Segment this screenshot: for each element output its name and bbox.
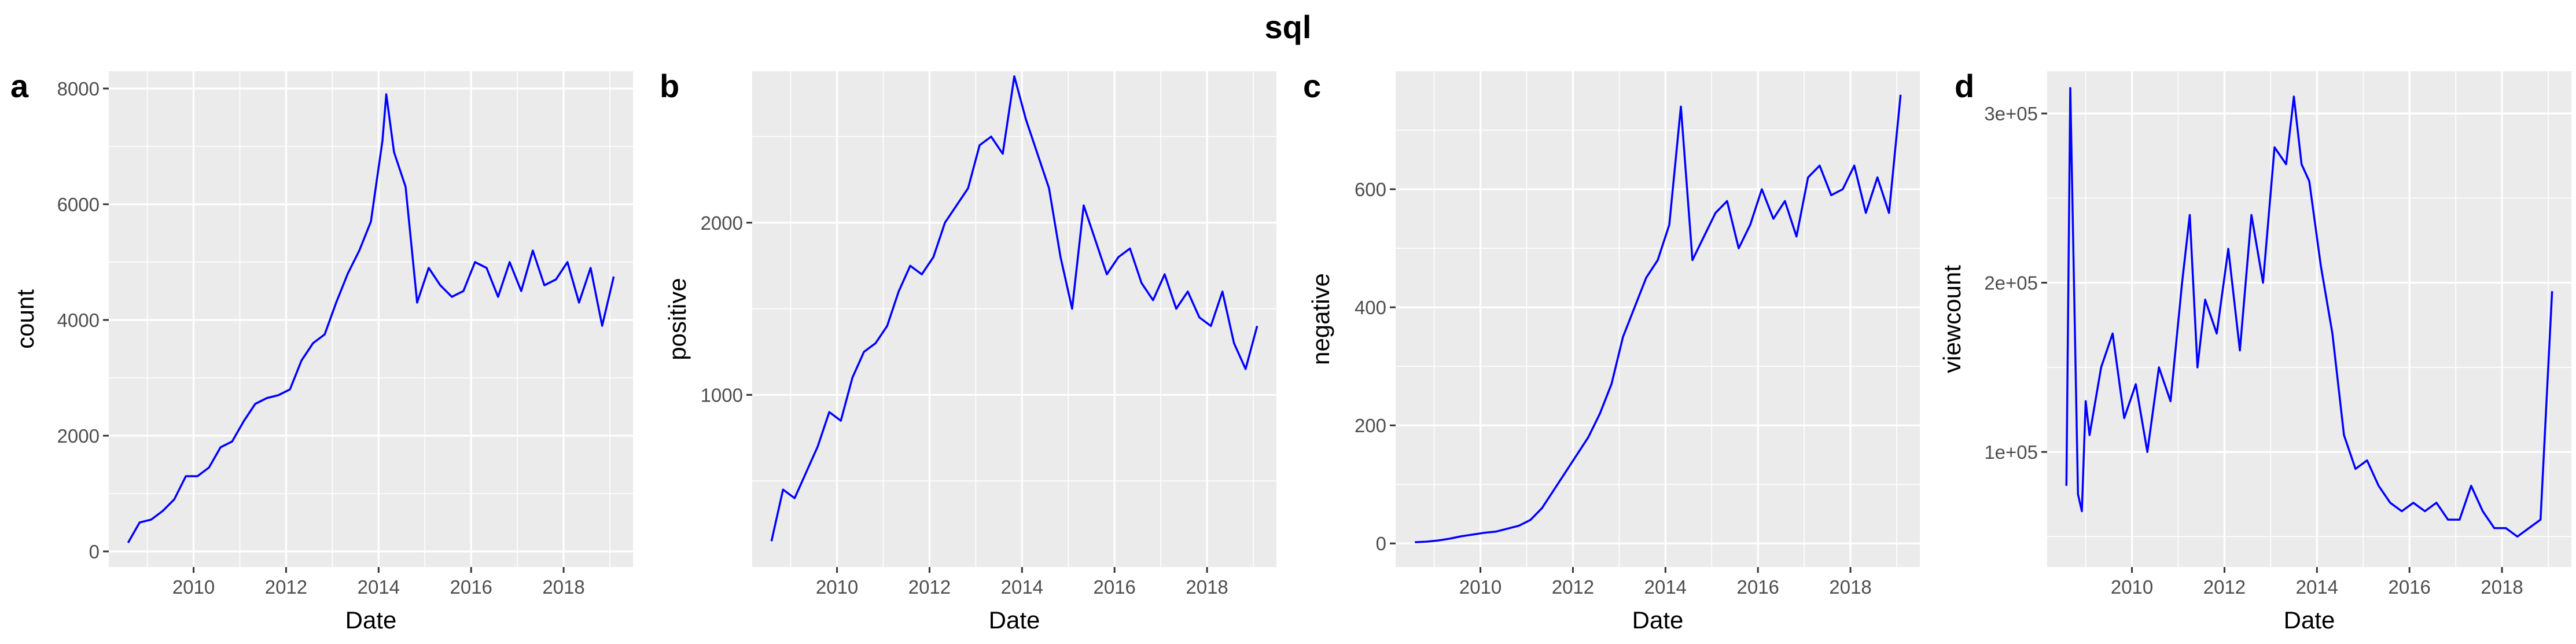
x-tick-label: 2018 bbox=[1829, 576, 1871, 598]
series-line bbox=[770, 75, 1258, 542]
panel-tag-d: d bbox=[1955, 68, 1974, 104]
x-axis-title: Date bbox=[1632, 606, 1684, 634]
series-line bbox=[2065, 87, 2553, 538]
y-tick-label: 200 bbox=[1355, 415, 1386, 436]
y-axis-title: positive bbox=[664, 278, 691, 360]
y-tick-label: 2e+05 bbox=[1984, 273, 2038, 294]
x-tick-label: 2012 bbox=[1552, 576, 1594, 598]
x-tick-label: 2012 bbox=[2203, 576, 2246, 598]
x-tick-label: 2010 bbox=[816, 576, 858, 598]
series-line bbox=[1415, 94, 1902, 543]
panel-tag-a: a bbox=[10, 68, 29, 104]
x-tick-label: 2018 bbox=[1186, 576, 1228, 598]
y-tick-label: 1000 bbox=[701, 384, 743, 406]
grid bbox=[109, 71, 633, 567]
panel-a: 2010 2012 2014 2016 2018 0 2000 4000 6000 8000 Dat… bbox=[10, 68, 633, 634]
x-tick-label: 2014 bbox=[358, 576, 400, 598]
x-tick-label: 2016 bbox=[450, 576, 492, 598]
panel-background bbox=[2047, 71, 2571, 567]
x-tick-label: 2016 bbox=[2388, 576, 2430, 598]
x-tick-label: 2012 bbox=[908, 576, 951, 598]
figure-title: sql bbox=[1264, 9, 1312, 45]
y-axis-title: negative bbox=[1307, 273, 1334, 365]
panel-d: 2010 2012 2014 2016 2018 1e+05 2e+05 3e+05 Date v… bbox=[1938, 68, 2571, 634]
x-axis-title: Date bbox=[345, 606, 397, 634]
y-tick-label: 2000 bbox=[701, 212, 743, 234]
panel-background bbox=[752, 71, 1276, 567]
x-axis-title: Date bbox=[989, 606, 1040, 634]
y-tick-label: 2000 bbox=[57, 425, 100, 447]
grid bbox=[752, 71, 1276, 567]
x-tick-label: 2010 bbox=[1459, 576, 1502, 598]
y-tick-label: 600 bbox=[1355, 179, 1386, 200]
panel-c: 2010 2012 2014 2016 2018 0 200 400 600 Date negati… bbox=[1303, 68, 1920, 634]
x-tick-label: 2010 bbox=[172, 576, 215, 598]
x-tick-label: 2018 bbox=[2481, 576, 2523, 598]
x-tick-label: 2014 bbox=[1001, 576, 1043, 598]
y-tick-label: 0 bbox=[1376, 533, 1386, 554]
y-tick-label: 8000 bbox=[57, 78, 100, 100]
panel-tag-b: b bbox=[660, 68, 679, 104]
y-tick-label: 3e+05 bbox=[1984, 103, 2038, 124]
grid bbox=[2047, 71, 2571, 567]
series-line bbox=[127, 93, 615, 543]
x-tick-label: 2018 bbox=[542, 576, 584, 598]
y-tick-label: 6000 bbox=[57, 194, 100, 215]
grid bbox=[1396, 71, 1920, 567]
y-tick-label: 4000 bbox=[57, 310, 100, 331]
x-tick-label: 2016 bbox=[1736, 576, 1779, 598]
x-axis-title: Date bbox=[2284, 606, 2335, 634]
y-axis-title: viewcount bbox=[1938, 265, 1966, 373]
y-tick-label: 0 bbox=[89, 541, 100, 562]
x-tick-label: 2014 bbox=[2296, 576, 2338, 598]
x-tick-label: 2010 bbox=[2111, 576, 2153, 598]
panel-b: 2010 2012 2014 2016 2018 1000 2000 Date positive… bbox=[660, 68, 1276, 634]
x-tick-label: 2014 bbox=[1644, 576, 1687, 598]
panel-tag-c: c bbox=[1303, 68, 1321, 104]
y-tick-label: 400 bbox=[1355, 297, 1386, 318]
x-tick-label: 2016 bbox=[1093, 576, 1135, 598]
y-axis-title: count bbox=[12, 289, 39, 349]
x-tick-label: 2012 bbox=[265, 576, 307, 598]
y-tick-label: 1e+05 bbox=[1984, 441, 2038, 463]
panel-background bbox=[1396, 71, 1920, 567]
